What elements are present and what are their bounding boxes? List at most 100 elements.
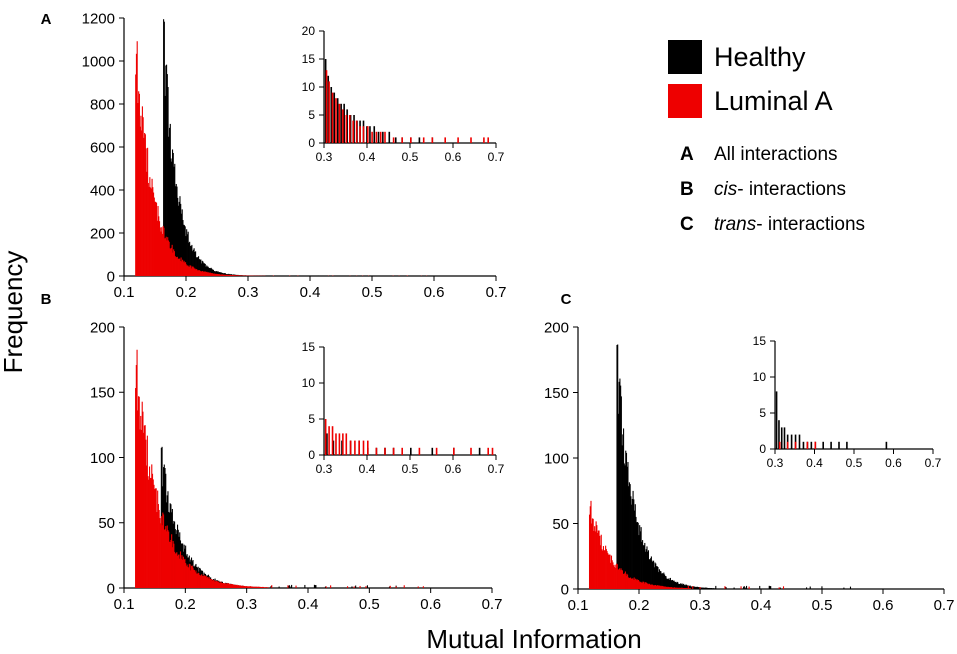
panel-b-bar-luminal-a [214, 580, 216, 588]
panel-c-bar-luminal-a [674, 587, 676, 589]
panel-c-bar-healthy [677, 583, 680, 589]
panel-c-bar-healthy [709, 588, 711, 589]
panel-a-x-tick-label: 0.7 [486, 284, 507, 301]
panel-a-bar-luminal-a [219, 274, 221, 276]
panel-a-inset-bar-luminal-a [367, 126, 369, 143]
panel-c-bar-healthy [672, 579, 674, 589]
panel-key-b-italic: cis [714, 179, 738, 200]
panel-a-bar-healthy [201, 260, 203, 276]
panel-b-bar-luminal-a [175, 553, 177, 588]
panel-c-bar-luminal-a [692, 586, 694, 589]
panel-c-bar-healthy [653, 567, 655, 589]
panel-a-bar-luminal-a [212, 273, 214, 276]
panel-c-y-tick-label: 0 [561, 581, 569, 598]
panel-c-bar-luminal-a [665, 586, 667, 589]
panel-b-inset-x-tick-label: 0.3 [316, 462, 333, 476]
panel-a-x-tick-label: 0.1 [114, 284, 135, 301]
panel-c-bar-healthy [621, 445, 623, 589]
panel-c-bar-healthy [682, 584, 684, 589]
panel-a-bar-healthy [201, 263, 203, 276]
panel-a-bar-luminal-a [200, 271, 202, 276]
panel-b-bar-luminal-a [235, 584, 237, 588]
panel-b-bar-luminal-a [220, 581, 222, 588]
panel-a-bar-healthy [220, 272, 222, 276]
panel-a-bar-healthy [221, 272, 223, 276]
panel-a-bar-healthy [180, 213, 183, 276]
panel-a-inset-bar-healthy [336, 98, 339, 143]
panel-b-bar-luminal-a [211, 579, 213, 588]
panel-a-bar-healthy [209, 268, 212, 276]
panel-b-inset-bar-healthy [326, 433, 328, 455]
panel-c-bar-healthy [634, 504, 636, 589]
panel-c-bar-luminal-a [598, 530, 600, 589]
panel-a-inset-x-tick-label: 0.4 [359, 150, 376, 164]
panel-c-inset-bar-healthy [846, 441, 848, 449]
panel-a-bar-healthy [179, 196, 181, 276]
panel-b-bar-luminal-a [161, 525, 163, 588]
panel-c-bar-luminal-a [626, 573, 628, 589]
panel-b-x-tick-label: 0.7 [482, 596, 503, 613]
panel-a-bar-luminal-a [169, 248, 171, 276]
panel-c-bar-healthy [684, 585, 686, 589]
panel-b-bar-luminal-a [173, 543, 175, 588]
panel-a-bar-healthy [191, 244, 193, 276]
panel-c-bar-luminal-a [685, 587, 687, 589]
panel-a-inset: 0.3 0.4 0.5 0.6 0.7 0 5 10 15 20 [302, 24, 505, 164]
panel-b-bar-luminal-a [145, 439, 147, 588]
panel-c-bar-healthy [821, 586, 823, 589]
panel-b-bar-luminal-a [246, 586, 249, 588]
panel-b-bar-luminal-a [210, 578, 212, 588]
panel-b-y-tick-label: 200 [90, 319, 115, 336]
panel-c-bar-luminal-a [724, 586, 726, 589]
panel-a-inset-bar-luminal-a [355, 120, 358, 143]
panels: A0.1 0.2 0.3 0.4 0.5 0.6 0.7020040060080010001… [41, 10, 955, 614]
panel-a-bar-healthy [216, 271, 218, 276]
panel-a-bar-healthy [209, 267, 211, 276]
panel-c-inset-bar-healthy [780, 427, 783, 449]
panel-c-bar-healthy [843, 587, 845, 589]
panel-c-inset-bar-healthy [885, 441, 888, 449]
panel-c-bar-healthy [745, 585, 748, 589]
panel-c-bar-luminal-a [617, 569, 619, 589]
panel-c-bar-luminal-a [629, 577, 632, 589]
panel-b-bar-luminal-a [163, 514, 165, 588]
panel-c-bar-healthy [620, 396, 622, 589]
panel-a-bar-healthy [222, 273, 224, 276]
panel-b-inset-bar-luminal-a [354, 440, 356, 455]
panel-b-bar-luminal-a [403, 585, 405, 588]
panel-b-bar-luminal-a [263, 587, 265, 588]
panel-a-bar-luminal-a [140, 115, 142, 276]
panel-c-bar-healthy [664, 575, 666, 589]
panel-c-bar-luminal-a [601, 549, 603, 589]
panel-c-bar-healthy [642, 545, 644, 589]
panel-c-bar-luminal-a [604, 550, 606, 589]
panel-a-bar-healthy [308, 275, 310, 276]
panel-c-bar-healthy [663, 572, 665, 589]
panel-a-bar-healthy [317, 275, 319, 276]
y-axis-label: Frequency [0, 251, 28, 374]
panel-a-bar-luminal-a [176, 257, 178, 276]
panel-a-y-tick-label: 1000 [82, 53, 115, 70]
panel-c-bar-luminal-a [611, 560, 613, 589]
panel-c-bar-healthy [656, 566, 658, 589]
panel-a-bar-luminal-a [153, 192, 155, 276]
panel-c-bar-healthy [768, 585, 770, 589]
panel-a-bar-luminal-a [168, 241, 170, 276]
panel-a-x-tick-label: 0.6 [424, 284, 445, 301]
panel-a-bar-luminal-a [230, 275, 232, 276]
panel-a-bar-healthy [172, 152, 174, 276]
panel-c-bar-luminal-a [670, 587, 672, 589]
panel-c-bar-healthy [809, 586, 811, 589]
panel-a-inset-bar-luminal-a [342, 109, 344, 143]
panel-b-bar-luminal-a [244, 586, 246, 588]
panel-c-bar-luminal-a [642, 581, 644, 589]
panel-a-bar-luminal-a [224, 274, 226, 276]
panel-key-a-text: All interactions [714, 144, 838, 165]
panel-c-inset-bar-luminal-a [814, 441, 817, 449]
panel-b-bar-luminal-a [177, 554, 179, 588]
panel-b-bar-luminal-a [192, 567, 194, 588]
panel-a-bar-healthy [219, 272, 221, 276]
panel-c-bar-luminal-a [664, 586, 666, 589]
panel-a-bar-luminal-a [206, 271, 208, 276]
